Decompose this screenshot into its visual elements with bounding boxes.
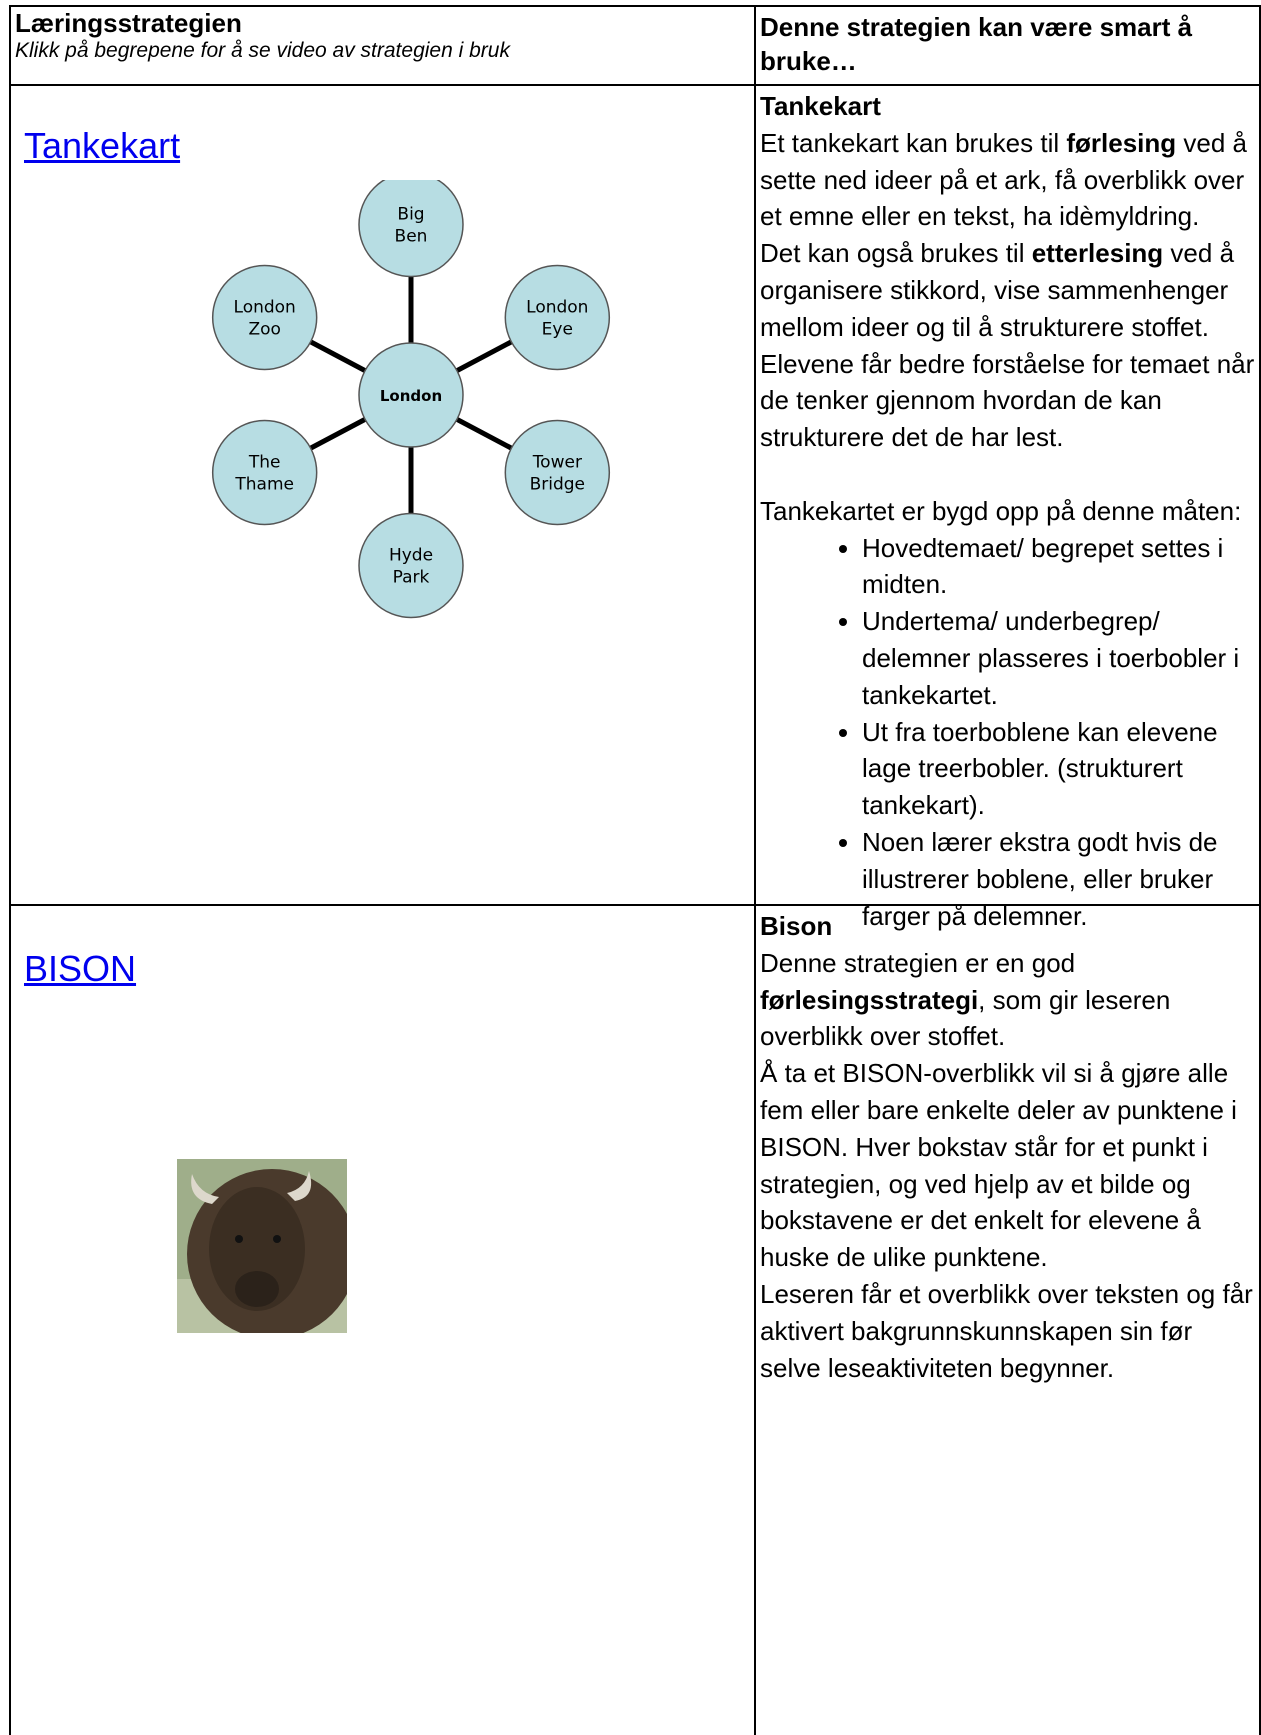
bubble bbox=[211, 264, 318, 371]
border bbox=[9, 84, 1261, 86]
bubble-label: Big bbox=[397, 205, 424, 225]
header-right: Denne strategien kan være smart å bruke… bbox=[760, 12, 1193, 76]
spacer bbox=[760, 456, 1255, 493]
paragraph: Denne strategien er en god førlesingsstr… bbox=[760, 945, 1255, 1055]
bubble-label: Ben bbox=[395, 227, 428, 247]
paragraph: Å ta et BISON-overblikk vil si å gjøre a… bbox=[760, 1055, 1255, 1276]
bullet-item: Hovedtemaet/ begrepet settes i midten. bbox=[862, 530, 1255, 604]
header-left: Læringsstrategien Klikk på begrepene for… bbox=[15, 8, 750, 64]
text-run: Tankekartet er bygd opp på denne måten: bbox=[760, 495, 1242, 526]
bubble bbox=[504, 419, 611, 526]
text-run: ved å sette ned ideer på et ark, få over… bbox=[760, 127, 1247, 232]
bubble bbox=[358, 342, 464, 448]
border bbox=[1259, 5, 1261, 1735]
bison-image bbox=[177, 1159, 347, 1333]
border bbox=[9, 5, 11, 1735]
text-run: Å ta et BISON-overblikk vil si å gjøre a… bbox=[760, 1058, 1237, 1273]
bubble-label: Thame bbox=[234, 475, 294, 495]
text-run: førlesingsstrategi bbox=[760, 984, 979, 1015]
text-run: Leseren får et overblikk over teksten og… bbox=[760, 1278, 1253, 1383]
description-title: Tankekart bbox=[760, 91, 881, 121]
text-run: ved å organisere stikkord, vise sammenhe… bbox=[760, 238, 1255, 453]
header-title: Læringsstrategien bbox=[15, 8, 242, 38]
bubble bbox=[211, 419, 318, 526]
text-run: etterlesing bbox=[1031, 238, 1164, 269]
strategy-link[interactable]: Tankekart bbox=[24, 125, 181, 166]
text-run: , som gir leseren overblikk over stoffet… bbox=[760, 984, 1171, 1052]
bubble bbox=[358, 512, 464, 619]
paragraph: Et tankekart kan brukes til førlesing ve… bbox=[760, 125, 1255, 235]
bubble-label: Bridge bbox=[530, 475, 585, 495]
bubble-label: London bbox=[526, 298, 588, 318]
text-run: Et tankekart kan brukes til bbox=[760, 127, 1067, 158]
border bbox=[9, 5, 1261, 7]
bubble-label: Tower bbox=[532, 453, 582, 473]
description-title: Bison bbox=[760, 911, 833, 941]
text-run: Det kan også brukes til bbox=[760, 238, 1032, 269]
border bbox=[9, 904, 1261, 906]
bubble-label: London bbox=[380, 387, 442, 405]
bubble bbox=[358, 180, 464, 278]
paragraph: Leseren får et overblikk over teksten og… bbox=[760, 1276, 1255, 1386]
bullet-item: Ut fra toerboblene kan elevene lage tree… bbox=[862, 714, 1255, 824]
text-run: Denne strategien er en god bbox=[760, 947, 1076, 978]
description: Bison Denne strategien er en god førlesin… bbox=[760, 908, 1255, 1386]
bubble bbox=[504, 264, 611, 371]
text-run: førlesing bbox=[1066, 127, 1177, 158]
bullet-item: Noen lærer ekstra godt hvis de illustrer… bbox=[862, 824, 1255, 934]
paragraph: Det kan også brukes til etterlesing ved … bbox=[760, 235, 1255, 456]
bubble-label: Zoo bbox=[248, 320, 280, 340]
header-subtitle: Klikk på begrepene for å se video av str… bbox=[15, 39, 510, 62]
border bbox=[754, 5, 756, 1735]
bubble-label: The bbox=[248, 453, 281, 473]
bubble-label: Park bbox=[393, 568, 430, 588]
bubble-label: Hyde bbox=[389, 546, 433, 566]
paragraph: Tankekartet er bygd opp på denne måten: bbox=[760, 493, 1255, 530]
bubble-label: Eye bbox=[542, 320, 573, 340]
bubble-label: London bbox=[234, 298, 296, 318]
mind-map: LondonBigBenLondonEyeTowerBridgeHydePark… bbox=[211, 180, 611, 619]
bullet-list: Hovedtemaet/ begrepet settes i midten.Un… bbox=[760, 530, 1255, 935]
strategy-link[interactable]: BISON bbox=[24, 948, 137, 989]
description: Tankekart Et tankekart kan brukes til før… bbox=[760, 88, 1255, 934]
bullet-item: Undertema/ underbegrep/ delemner plasser… bbox=[862, 603, 1255, 713]
